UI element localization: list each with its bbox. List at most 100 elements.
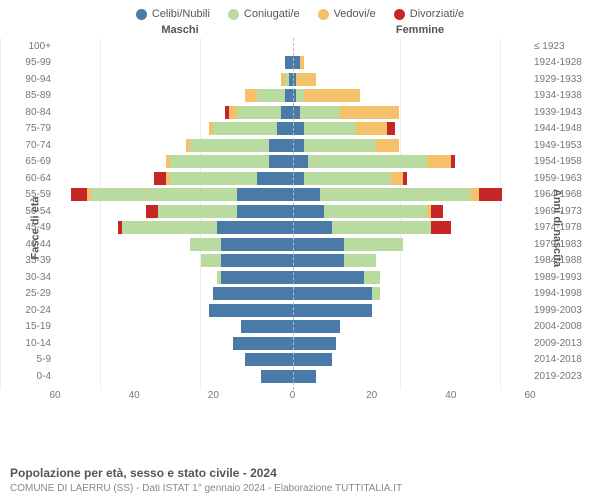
birth-year-label: 1964-1968 [534,189,596,200]
segment-divorziati [451,155,455,168]
segment-celibi [221,271,292,284]
segment-celibi [293,287,372,300]
segment-celibi [277,122,293,135]
segment-celibi [233,337,292,350]
male-bar [55,205,293,218]
male-bar [55,40,293,53]
segment-vedovi [296,73,316,86]
header-female: Femmine [300,24,540,36]
segment-celibi [293,254,344,267]
segment-celibi [293,238,344,251]
segment-celibi [241,320,292,333]
female-bar [293,56,531,69]
segment-coniugati [324,205,427,218]
segment-coniugati [190,139,269,152]
segment-celibi [293,337,337,350]
birth-year-label: 1989-1993 [534,272,596,283]
segment-coniugati [170,172,257,185]
segment-divorziati [431,221,451,234]
female-bar [293,106,531,119]
birth-year-label: 1939-1943 [534,107,596,118]
age-label: 95-99 [15,57,51,68]
birth-year-label: 2004-2008 [534,321,596,332]
chart-subtitle: COMUNE DI LAERRU (SS) - Dati ISTAT 1° ge… [10,483,402,494]
male-bar [55,370,293,383]
age-label: 45-49 [15,222,51,233]
segment-vedovi [376,139,400,152]
side-headers: Maschi Femmine [0,24,600,38]
segment-celibi [213,287,292,300]
birth-year-label: 1984-1988 [534,255,596,266]
age-label: 25-29 [15,288,51,299]
segment-coniugati [304,122,355,135]
age-label: 55-59 [15,189,51,200]
male-bar [55,89,293,102]
legend-item: Divorziati/e [394,8,464,20]
segment-celibi [293,122,305,135]
legend-label: Coniugati/e [244,8,300,20]
x-axis: 6040200204060 [55,390,530,404]
segment-celibi [261,370,293,383]
header-male: Maschi [60,24,300,36]
age-label: 50-54 [15,206,51,217]
male-bar [55,73,293,86]
segment-coniugati [170,155,269,168]
segment-celibi [293,370,317,383]
age-label: 70-74 [15,140,51,151]
segment-celibi [293,139,305,152]
birth-year-label: 1924-1928 [534,57,596,68]
segment-vedovi [356,122,388,135]
female-bar [293,287,531,300]
birth-year-label: 1994-1998 [534,288,596,299]
segment-coniugati [304,172,391,185]
female-bar [293,370,531,383]
legend-swatch [228,9,239,20]
segment-celibi [293,271,364,284]
x-tick: 60 [49,390,60,401]
birth-year-label: ≤ 1923 [534,41,596,52]
segment-divorziati [154,172,166,185]
segment-coniugati [201,254,221,267]
segment-coniugati [304,139,375,152]
female-bar [293,122,531,135]
female-bar [293,205,531,218]
segment-divorziati [403,172,407,185]
female-bar [293,337,531,350]
birth-year-label: 1929-1933 [534,74,596,85]
segment-vedovi [471,188,479,201]
segment-coniugati [122,221,217,234]
birth-year-label: 1934-1938 [534,90,596,101]
segment-divorziati [431,205,443,218]
legend-item: Celibi/Nubili [136,8,210,20]
age-label: 40-44 [15,239,51,250]
segment-coniugati [190,238,222,251]
age-label: 65-69 [15,156,51,167]
male-bar [55,221,293,234]
segment-coniugati [257,89,285,102]
female-bar [293,89,531,102]
male-bar [55,320,293,333]
birth-year-label: 1954-1958 [534,156,596,167]
segment-celibi [285,89,293,102]
male-bar [55,287,293,300]
segment-celibi [285,56,293,69]
segment-vedovi [245,89,257,102]
segment-celibi [293,188,321,201]
age-label: 35-39 [15,255,51,266]
plot-area: 100+≤ 192395-991924-192890-941929-193385… [55,38,530,390]
x-tick: 20 [366,390,377,401]
legend-label: Divorziati/e [410,8,464,20]
legend: Celibi/Nubili Coniugati/e Vedovi/e Divorzia… [0,0,600,24]
segment-celibi [281,106,293,119]
male-bar [55,188,293,201]
segment-coniugati [364,271,380,284]
segment-celibi [293,106,301,119]
male-bar [55,271,293,284]
legend-label: Celibi/Nubili [152,8,210,20]
segment-divorziati [71,188,87,201]
segment-vedovi [304,89,359,102]
age-label: 10-14 [15,338,51,349]
legend-item: Vedovi/e [318,8,376,20]
segment-coniugati [300,106,340,119]
segment-divorziati [387,122,395,135]
